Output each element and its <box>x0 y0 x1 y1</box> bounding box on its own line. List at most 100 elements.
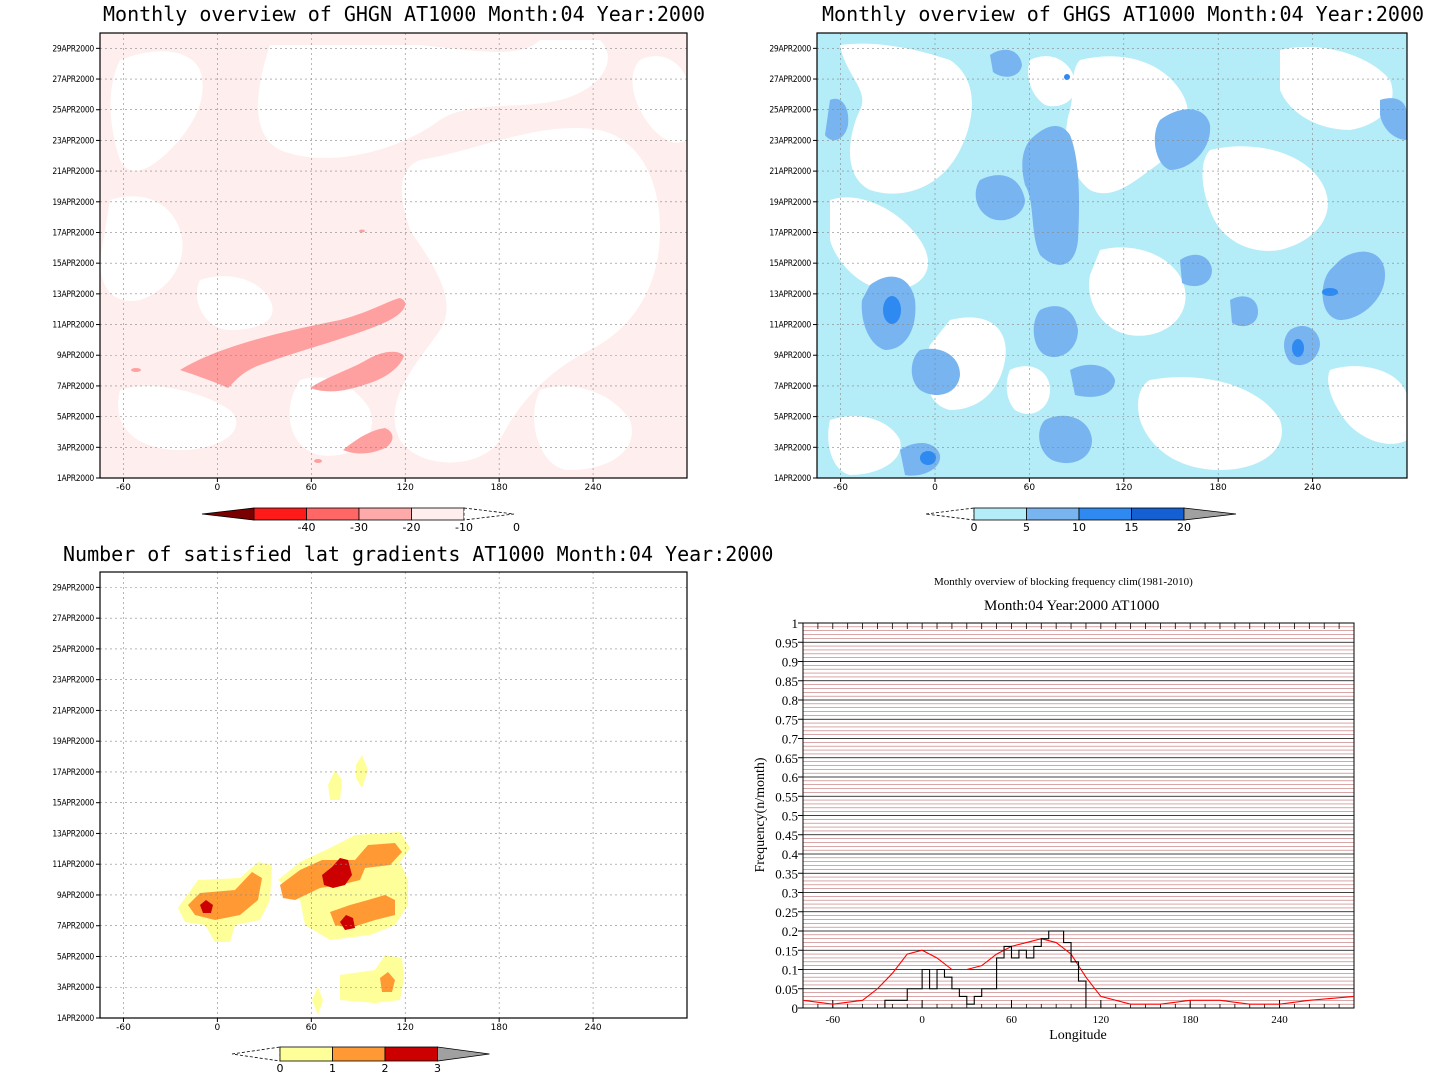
frequency-xtick-label: 180 <box>1182 1014 1199 1026</box>
ghgs-cb-label: 20 <box>1177 521 1191 534</box>
ghgs-ytick-label: 1APR2000 <box>774 474 812 484</box>
ghgn-xtick-label: -60 <box>116 483 131 493</box>
ghgn-ytick-label: 3APR2000 <box>57 443 95 453</box>
ghgn-ytick-label: 11APR2000 <box>52 321 94 331</box>
frequency-ylabel: Frequency(n/month) <box>753 757 768 872</box>
ghgs-cb-label: 15 <box>1125 521 1139 534</box>
gradients-colorbar: 0 1 2 3 <box>231 1046 490 1075</box>
gradients-ytick-label: 23APR2000 <box>52 676 94 686</box>
frequency-ytick-label: 0.65 <box>775 751 798 766</box>
frequency-ytick-label: 1 <box>792 616 799 631</box>
ghgn-xtick-label: 180 <box>491 483 508 493</box>
ghgs-title: Monthly overview of GHGS AT1000 Month:04… <box>822 2 1425 26</box>
ghgs-ytick-label: 5APR2000 <box>774 413 812 423</box>
ghgn-ytick-label: 1APR2000 <box>57 474 95 484</box>
frequency-ytick-label: 0.9 <box>782 655 798 670</box>
gradients-cb-segment <box>332 1046 386 1062</box>
ghgs-cb-right-arrow <box>1183 507 1237 521</box>
ghgn-frame <box>99 32 688 479</box>
frequency-ytick-label: 0.1 <box>782 963 798 978</box>
ghgn-xtick-label: 0 <box>215 483 221 493</box>
gradients-frame <box>99 571 688 1019</box>
ghgn-ytick-label: 19APR2000 <box>52 198 94 208</box>
ghgs-cb-segment <box>973 507 1027 521</box>
ghgn-cb-label: -40 <box>298 521 316 534</box>
ghgn-cb-label: -10 <box>455 521 473 534</box>
frequency-ytick-label: 0.4 <box>782 847 799 862</box>
frequency-xtick-label: -60 <box>825 1014 840 1026</box>
gradients-xtick-label: 240 <box>584 1023 601 1033</box>
gradients-ytick-label: 19APR2000 <box>52 737 94 747</box>
frequency-xtick-label: 240 <box>1271 1014 1288 1026</box>
ghgs-plot: -60 0 60 120 180 240 1APR2000 3APR2000 5APR2000 7… <box>769 32 1408 493</box>
frequency-ytick-label: 0.75 <box>775 712 798 727</box>
gradients-xtick-label: 120 <box>397 1023 414 1033</box>
ghgn-ytick-label: 9APR2000 <box>57 351 95 361</box>
ghgs-cb-segment <box>1026 507 1080 521</box>
gradients-ytick-label: 15APR2000 <box>52 799 94 809</box>
frequency-xlabel: Longitude <box>1049 1028 1107 1043</box>
ghgs-cb-label: 5 <box>1023 521 1030 534</box>
ghgn-anomaly-band-1 <box>180 298 406 388</box>
ghgn-title: Monthly overview of GHGN AT1000 Month:04… <box>103 2 706 26</box>
ghgs-xtick-label: 120 <box>1115 483 1132 493</box>
ghgs-ytick-label: 15APR2000 <box>769 259 811 269</box>
ghgn-ytick-label: 23APR2000 <box>52 136 94 146</box>
ghgs-xtick-label: -60 <box>833 483 848 493</box>
ghgn-cb-segment <box>253 507 307 521</box>
frequency-ytick-label: 0.05 <box>775 982 798 997</box>
ghgs-ytick-label: 3APR2000 <box>774 443 812 453</box>
ghgs-ytick-label: 27APR2000 <box>769 75 811 85</box>
ghgs-ytick-label: 7APR2000 <box>774 382 812 392</box>
ghgs-ytick-label: 19APR2000 <box>769 198 811 208</box>
ghgs-cb-left-arrow <box>925 507 975 521</box>
gradients-cb-left-arrow <box>231 1046 281 1062</box>
ghgs-xtick-label: 180 <box>1210 483 1227 493</box>
ghgn-ytick-label: 15APR2000 <box>52 259 94 269</box>
frequency-ytick-label: 0.45 <box>775 828 798 843</box>
ghgs-cb-segment <box>1131 507 1185 521</box>
frequency-title-line1: Monthly overview of blocking frequency c… <box>934 576 1193 588</box>
ghgn-xtick-label: 60 <box>306 483 318 493</box>
gradients-ytick-label: 7APR2000 <box>57 922 95 932</box>
frequency-observed-line <box>862 930 1087 1009</box>
gradients-ytick-label: 1APR2000 <box>57 1014 95 1024</box>
ghgn-cb-label: 0 <box>513 521 520 534</box>
frequency-ytick-label: 0.3 <box>782 886 798 901</box>
ghgn-cb-segment <box>358 507 412 521</box>
ghgs-xtick-label: 60 <box>1024 483 1036 493</box>
gradients-ytick-label: 21APR2000 <box>52 706 94 716</box>
ghgn-ytick-label: 13APR2000 <box>52 290 94 300</box>
frequency-climatology-line <box>802 938 1355 1005</box>
gradients-cb-segment <box>279 1046 333 1062</box>
ghgn-ytick-label: 27APR2000 <box>52 75 94 85</box>
frequency-xtick-label: 60 <box>1006 1014 1018 1026</box>
frequency-ytick-label: 0.35 <box>775 866 798 881</box>
ghgs-xtick-label: 240 <box>1304 483 1321 493</box>
ghgs-cb-label: 10 <box>1072 521 1086 534</box>
ghgs-ytick-label: 29APR2000 <box>769 44 811 54</box>
gradients-cb-segment <box>384 1046 438 1062</box>
gradients-plot: -60 0 60 120 180 240 1APR2000 3APR2000 5APR2000 7… <box>52 571 688 1033</box>
ghgn-ytick-label: 29APR2000 <box>52 44 94 54</box>
gradients-ytick-label: 5APR2000 <box>57 952 95 962</box>
gradients-ytick-label: 27APR2000 <box>52 614 94 624</box>
ghgs-ytick-label: 21APR2000 <box>769 167 811 177</box>
gradients-xtick-label: -60 <box>116 1023 131 1033</box>
ghgs-xtick-label: 0 <box>932 483 938 493</box>
gradients-cb-label: 3 <box>434 1062 441 1075</box>
gradients-ytick-label: 17APR2000 <box>52 768 94 778</box>
frequency-plot: -60 0 60 120 180 240 0 0.05 0.1 0.15 0.2 0.25 0.3 0.3… <box>775 616 1355 1026</box>
ghgs-ytick-label: 25APR2000 <box>769 106 811 116</box>
ghgs-cb-label: 0 <box>971 521 978 534</box>
ghgn-ytick-label: 25APR2000 <box>52 106 94 116</box>
ghgn-grid <box>100 33 687 478</box>
ghgn-ytick-label: 17APR2000 <box>52 228 94 238</box>
ghgs-level-10-15 <box>883 74 1338 465</box>
ghgn-cb-label: -30 <box>350 521 368 534</box>
gradients-title: Number of satisfied lat gradients AT1000… <box>63 542 774 566</box>
frequency-ytick-label: 0.2 <box>782 924 798 939</box>
ghgs-grid <box>817 33 1407 478</box>
frequency-title-line2: Month:04 Year:2000 AT1000 <box>984 598 1160 614</box>
